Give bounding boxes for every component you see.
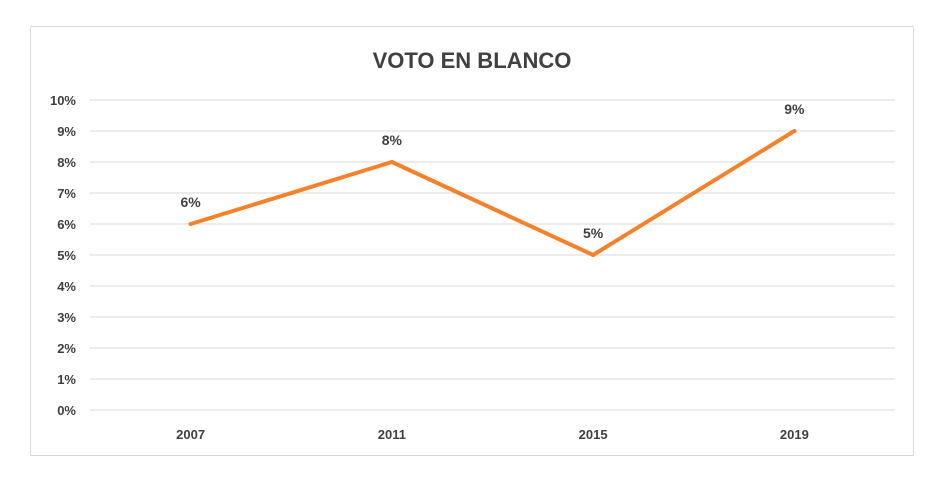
x-tick-label: 2007 <box>176 427 205 442</box>
y-tick-label: 5% <box>57 248 76 263</box>
y-tick-label: 9% <box>57 124 76 139</box>
y-tick-label: 0% <box>57 403 76 418</box>
series-layer <box>188 129 797 257</box>
data-label: 9% <box>784 101 805 117</box>
data-label: 8% <box>382 132 403 148</box>
data-label: 5% <box>583 225 604 241</box>
x-axis: 2007 2011 2015 2019 <box>176 427 809 442</box>
chart-title: VOTO EN BLANCO <box>372 48 572 73</box>
y-tick-label: 7% <box>57 186 76 201</box>
y-tick-label: 2% <box>57 341 76 356</box>
data-point <box>591 253 596 257</box>
x-tick-label: 2019 <box>780 427 809 442</box>
y-tick-label: 1% <box>57 372 76 387</box>
data-point <box>188 222 193 226</box>
series-line <box>188 129 797 257</box>
chart-frame: VOTO EN BLANCO <box>30 26 914 456</box>
data-label: 6% <box>181 194 202 210</box>
gridlines <box>90 99 895 411</box>
y-tick-label: 3% <box>57 310 76 325</box>
data-point <box>792 129 797 133</box>
y-tick-label: 8% <box>57 155 76 170</box>
x-tick-label: 2015 <box>579 427 608 442</box>
y-tick-label: 4% <box>57 279 76 294</box>
x-tick-label: 2011 <box>378 427 406 442</box>
y-tick-label: 6% <box>57 217 76 232</box>
y-axis: 0% 1% 2% 3% 4% 5% 6% 7% 8% 9% 10% <box>50 93 76 418</box>
y-tick-label: 10% <box>50 93 76 108</box>
data-point <box>389 160 394 164</box>
data-labels: 6% 8% 5% 9% <box>181 101 806 241</box>
